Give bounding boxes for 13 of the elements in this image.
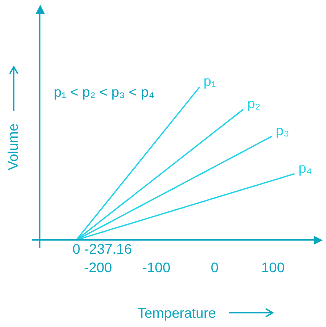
series-label: p₃: [276, 122, 290, 138]
series-label: p₁: [204, 73, 217, 90]
annotation: p₁ < p₂ < p₃ < p₄: [54, 84, 155, 100]
y-axis-title: Volume: [4, 124, 21, 170]
x-tick-label: -100: [142, 259, 171, 276]
x-tick-label: -200: [84, 259, 113, 276]
series-label: p₂: [247, 96, 261, 112]
x-axis-title: Temperature: [138, 304, 217, 321]
annotation: 0: [72, 241, 81, 258]
series-label: p₄: [298, 160, 313, 176]
annotation: -237.16: [84, 241, 132, 258]
x-tick-label: 100: [262, 259, 286, 276]
x-tick-label: 0: [210, 259, 219, 276]
